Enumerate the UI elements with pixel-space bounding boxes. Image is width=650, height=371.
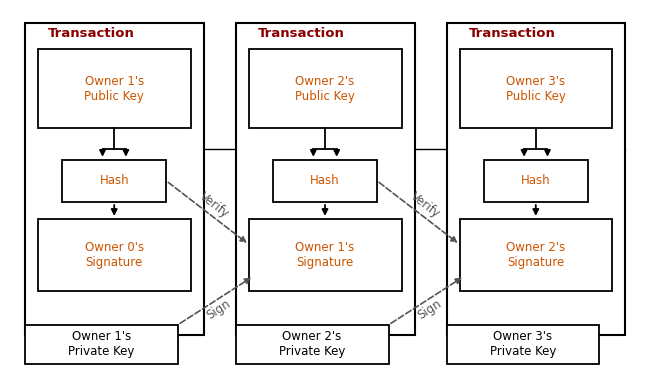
Text: Owner 3's
Public Key: Owner 3's Public Key — [506, 75, 566, 103]
Text: Owner 1's
Signature: Owner 1's Signature — [295, 241, 355, 269]
Text: Verify: Verify — [408, 190, 442, 221]
Text: Transaction: Transaction — [258, 27, 345, 40]
Bar — [38, 49, 190, 128]
Text: Sign: Sign — [415, 297, 444, 322]
Bar — [460, 219, 612, 291]
Bar — [62, 160, 166, 202]
Text: Transaction: Transaction — [47, 27, 135, 40]
Text: Owner 2's
Public Key: Owner 2's Public Key — [295, 75, 355, 103]
Bar — [249, 49, 402, 128]
Bar — [249, 219, 402, 291]
Text: Sign: Sign — [205, 297, 233, 322]
Text: Owner 2's
Signature: Owner 2's Signature — [506, 241, 566, 269]
Text: Transaction: Transaction — [469, 27, 556, 40]
Text: Owner 0's
Signature: Owner 0's Signature — [84, 241, 144, 269]
Bar — [236, 325, 389, 364]
Text: Owner 1's
Private Key: Owner 1's Private Key — [68, 331, 135, 358]
Text: Owner 3's
Private Key: Owner 3's Private Key — [489, 331, 556, 358]
Text: Hash: Hash — [521, 174, 551, 187]
Text: Owner 2's
Private Key: Owner 2's Private Key — [279, 331, 345, 358]
Bar — [447, 23, 625, 335]
Bar — [484, 160, 588, 202]
Bar — [25, 23, 203, 335]
Bar — [25, 325, 177, 364]
Bar — [38, 219, 190, 291]
Text: Verify: Verify — [197, 190, 231, 221]
Bar — [273, 160, 377, 202]
Bar — [460, 49, 612, 128]
Bar — [447, 325, 599, 364]
Bar — [236, 23, 415, 335]
Text: Owner 1's
Public Key: Owner 1's Public Key — [84, 75, 144, 103]
Text: Hash: Hash — [99, 174, 129, 187]
Text: Hash: Hash — [310, 174, 340, 187]
